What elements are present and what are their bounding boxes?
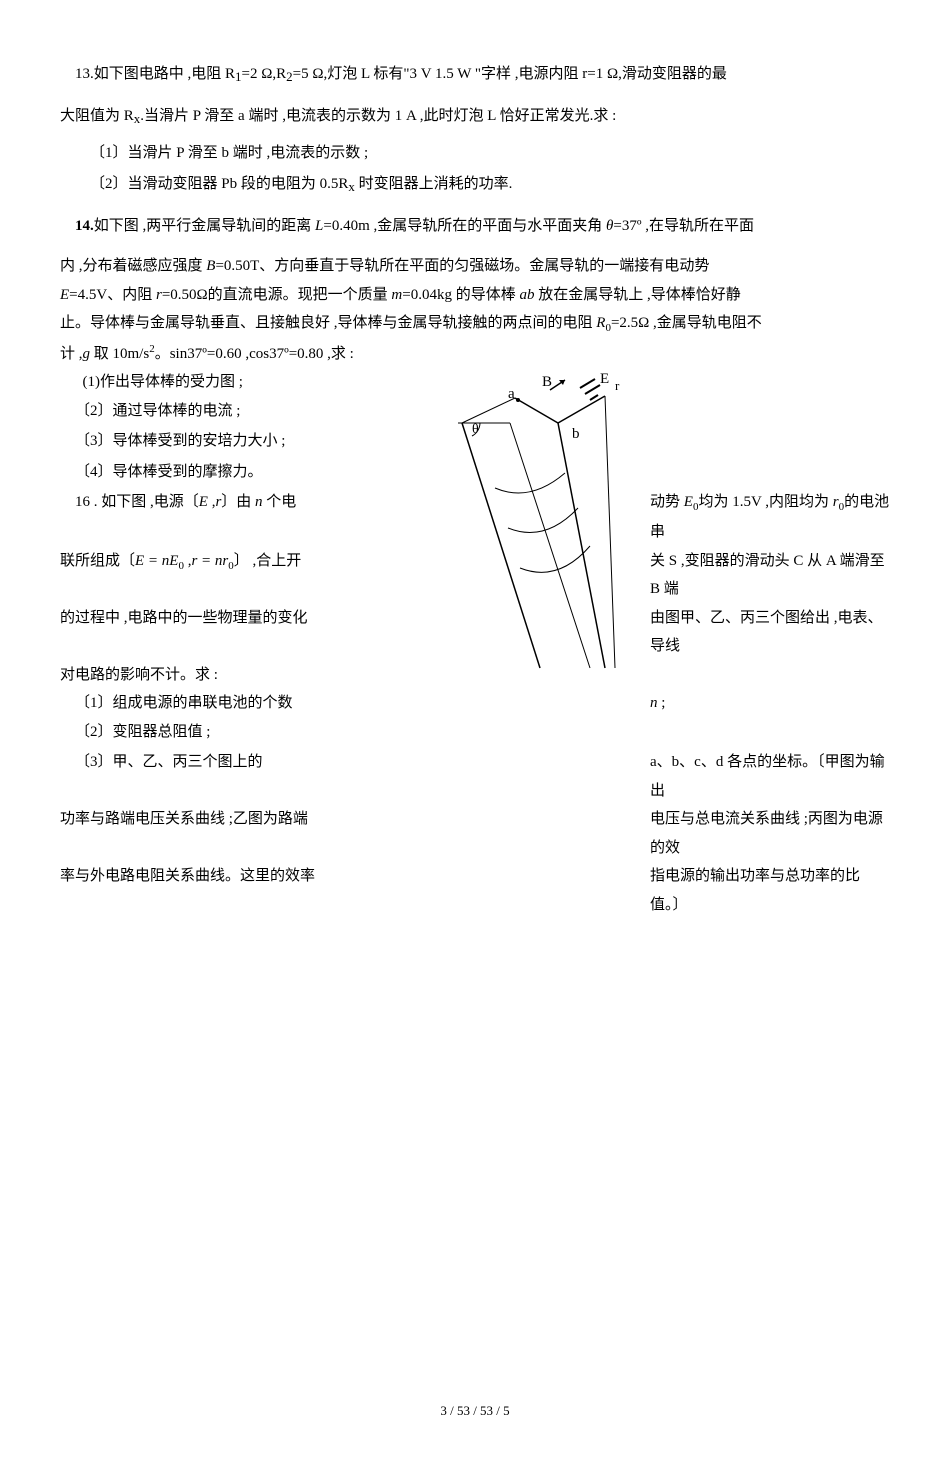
p13-sub2: 〔2〕当滑动变阻器 Pb 段的电阻为 0.5Rx 时变阻器上消耗的功率. xyxy=(60,170,890,200)
emf-1 xyxy=(580,379,595,388)
p16-l6R: 指电源的输出功率与总功率的比值。〕 xyxy=(650,862,890,919)
p16-l2L: 联所组成〔 xyxy=(60,553,135,569)
rail-top-right-1 xyxy=(558,396,605,423)
p13-text-1b: =2 Ω,R xyxy=(242,66,287,82)
p16-E1: E xyxy=(199,494,208,510)
label-B: B xyxy=(542,374,552,390)
p14-l4: 止。导体棒与金属导轨垂直、且接触良好 ,导体棒与金属导轨接触的两点间的电阻 xyxy=(60,315,596,331)
physics-diagram: a B E r b θ xyxy=(450,368,650,678)
p16-sub3: 〔3〕甲、乙、丙三个图上的 a、b、c、d 各点的坐标。〔甲图为输出 xyxy=(60,748,890,805)
p16-l6L: 率与外电路电阻关系曲线。这里的效率 xyxy=(60,862,450,919)
p16-n1: n xyxy=(255,494,263,510)
p13-sub2a: 〔2〕当滑动变阻器 Pb 段的电阻为 0.5R xyxy=(90,176,348,192)
p14-l5: 计 , xyxy=(60,346,83,362)
p14-ab: ab xyxy=(519,287,534,303)
p16-s1R2: ; xyxy=(658,695,666,711)
p13-sub2b: 时变阻器上消耗的功率. xyxy=(355,176,513,192)
p14-l1b: =0.40m ,金属导轨所在的平面与水平面夹角 xyxy=(323,218,606,234)
rail-right-outer xyxy=(605,396,615,668)
p14-l5c: 。sin37º=0.60 ,cos37º=0.80 ,求 : xyxy=(155,346,354,362)
p16-l1R: 动势 xyxy=(650,494,684,510)
rail-right-inner xyxy=(558,423,605,668)
p16-sub2: 〔2〕变阻器总阻值 ; xyxy=(60,718,890,747)
p14-num: 14. xyxy=(75,218,94,234)
p16-eq2: r = nr xyxy=(191,553,228,569)
p16-eq1: E = nE xyxy=(135,553,178,569)
rail-left-outer xyxy=(462,423,540,668)
p14-l4b: =2.5Ω ,金属导轨电阻不 xyxy=(611,315,762,331)
p16-l1L: 16 . 如下图 ,电源〔 xyxy=(75,494,199,510)
problem-14: 14.如下图 ,两平行金属导轨间的距离 L=0.40m ,金属导轨所在的平面与水… xyxy=(60,212,890,241)
p16-l3R: 由图甲、乙、丙三个图给出 ,电表、导线 xyxy=(650,604,890,661)
label-r: r xyxy=(615,378,620,393)
emf-2 xyxy=(585,385,600,394)
p16-s3L: 〔3〕甲、乙、丙三个图上的 xyxy=(60,748,450,805)
p16-s3R: a、b、c、d 各点的坐标。〔甲图为输出 xyxy=(650,748,890,805)
p16-l1R2: 均为 1.5V ,内阻均为 xyxy=(698,494,832,510)
p13-text-2a: 大阻值为 R xyxy=(60,108,134,124)
p14-l3b: =4.5V、内阻 xyxy=(69,287,156,303)
label-b: b xyxy=(572,426,580,442)
label-E: E xyxy=(600,371,609,387)
p14-line5: 计 ,g 取 10m/s2。sin37º=0.60 ,cos37º=0.80 ,… xyxy=(60,339,890,369)
p16-line5: 功率与路端电压关系曲线 ;乙图为路端 电压与总电流关系曲线 ;丙图为电源的效 xyxy=(60,805,890,862)
problem-13-line2: 大阻值为 Rx.当滑片 P 滑至 a 端时 ,电流表的示数为 1 A ,此时灯泡… xyxy=(60,102,890,132)
p14-l5b: 取 10m/s xyxy=(90,346,149,362)
p16-l5L: 功率与路端电压关系曲线 ;乙图为路端 xyxy=(60,805,450,862)
p14-E: E xyxy=(60,287,69,303)
p14-g: g xyxy=(83,346,91,362)
inclined-rail-diagram: a B E r b θ xyxy=(450,368,650,678)
page-footer: 3 / 53 / 53 / 5 xyxy=(60,1399,890,1424)
p14-l3d: =0.04kg 的导体棒 xyxy=(402,287,519,303)
p14-l1: 如下图 ,两平行金属导轨间的距离 xyxy=(94,218,315,234)
curve-3 xyxy=(520,546,590,572)
content-with-figure: a B E r b θ xyxy=(60,368,890,919)
p16-sub1: 〔1〕组成电源的串联电池的个数 n ; xyxy=(60,689,890,718)
p16-l3L: 的过程中 ,电路中的一些物理量的变化 xyxy=(60,604,450,661)
p13-text-1c: =5 Ω,灯泡 L 标有"3 V 1.5 W "字样 ,电源内阻 r=1 Ω,滑… xyxy=(293,66,727,82)
problem-13: 13.如下图电路中 ,电阻 R1=2 Ω,R2=5 Ω,灯泡 L 标有"3 V … xyxy=(60,60,890,90)
p16-l1L3: 〕由 xyxy=(221,494,255,510)
emf-3 xyxy=(590,395,598,400)
p16-s1L: 〔1〕组成电源的串联电池的个数 xyxy=(60,689,450,718)
p16-s1R: n xyxy=(650,695,658,711)
top-connect xyxy=(462,398,515,423)
rail-top-1 xyxy=(515,398,558,423)
p14-l2: 内 ,分布着磁感应强度 xyxy=(60,258,206,274)
p14-line2: 内 ,分布着磁感应强度 B=0.50T、方向垂直于导轨所在平面的匀强磁场。金属导… xyxy=(60,252,890,281)
label-theta: θ xyxy=(472,422,479,437)
p13-sub1: 〔1〕当滑片 P 滑至 b 端时 ,电流表的示数 ; xyxy=(60,139,890,168)
p16-l4L: 对电路的影响不计。求 : xyxy=(60,661,450,690)
rail-left-inner xyxy=(510,423,590,668)
p16-E0: E xyxy=(684,494,693,510)
p14-l2b: =0.50T、方向垂直于导轨所在平面的匀强磁场。金属导轨的一端接有电动势 xyxy=(215,258,709,274)
p16-line6: 率与外电路电阻关系曲线。这里的效率 指电源的输出功率与总功率的比值。〕 xyxy=(60,862,890,919)
p14-m: m xyxy=(391,287,402,303)
p14-line4: 止。导体棒与金属导轨垂直、且接触良好 ,导体棒与金属导轨接触的两点间的电阻 R0… xyxy=(60,309,890,339)
p13-text-1: 13.如下图电路中 ,电阻 R xyxy=(75,66,235,82)
p14-l1c: =37º ,在导轨所在平面 xyxy=(613,218,754,234)
curve-2 xyxy=(508,508,578,533)
p16-l5R: 电压与总电流关系曲线 ;丙图为电源的效 xyxy=(650,805,890,862)
dot-a xyxy=(516,398,520,402)
p14-line3: E=4.5V、内阻 r=0.50Ω的直流电源。现把一个质量 m=0.04kg 的… xyxy=(60,281,890,310)
p16-l2R: 关 S ,变阻器的滑动头 C 从 A 端滑至 B 端 xyxy=(650,547,890,604)
p14-l3e: 放在金属导轨上 ,导体棒恰好静 xyxy=(534,287,740,303)
p16-l1L4: 个电 xyxy=(263,494,297,510)
p16-l2L2: 〕 ,合上开 xyxy=(234,553,302,569)
p13-text-2b: .当滑片 P 滑至 a 端时 ,电流表的示数为 1 A ,此时灯泡 L 恰好正常… xyxy=(140,108,616,124)
p14-l3c: =0.50Ω的直流电源。现把一个质量 xyxy=(162,287,392,303)
